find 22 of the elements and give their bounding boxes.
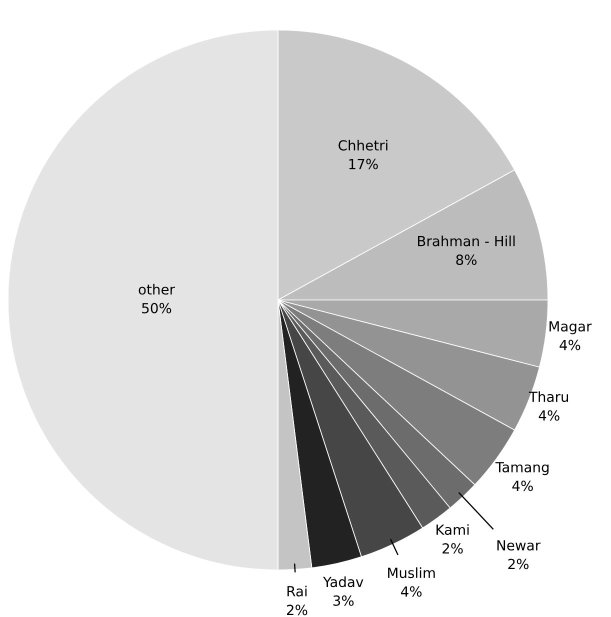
slice-label: Muslim [388,567,435,578]
data-label: 2% [508,558,529,570]
slice-label: Newar [497,540,541,551]
data-label: 4% [560,340,580,350]
data-label: 8% [456,254,477,266]
slice-label: Kami [436,524,469,535]
slice-label: Tharu [528,391,568,402]
slice-label: Brahman - Hill [418,236,515,246]
slice-label: Magar [550,321,592,334]
data-label: 17% [349,158,378,170]
slice-label: Yadav [323,576,364,588]
data-label: 4% [538,410,560,421]
data-label: 3% [333,595,354,606]
slice-label: Tamang [495,462,549,476]
data-label: 50% [142,302,172,314]
slice-label: Rai [287,586,307,596]
data-label: 2% [442,543,463,554]
data-label: 4% [512,480,533,492]
slice-label: Chhetri [338,140,388,151]
slice-label: other [138,284,175,295]
data-label: 4% [401,586,422,597]
data-label: 2% [286,604,308,616]
